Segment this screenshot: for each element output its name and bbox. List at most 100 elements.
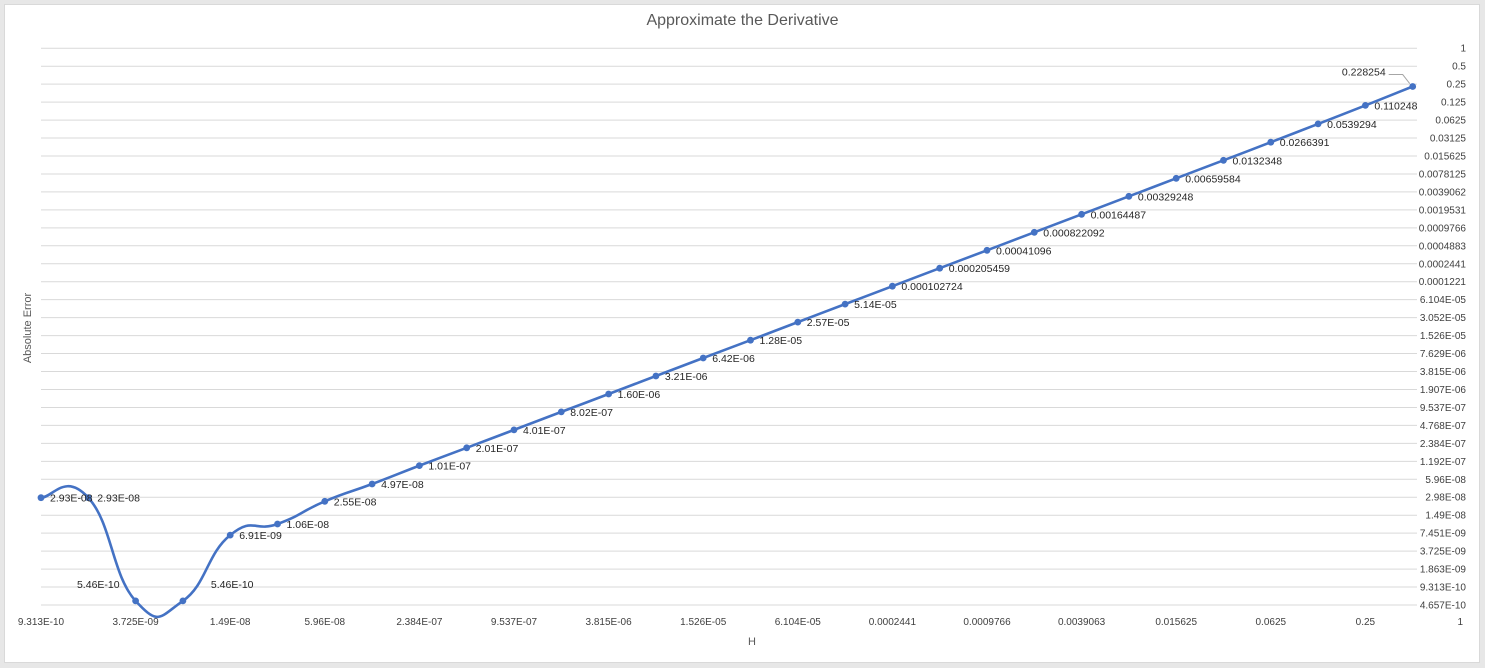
x-tick-label: 5.96E-08 [305, 617, 346, 628]
data-label: 1.06E-08 [287, 519, 330, 531]
x-tick-label: 0.0625 [1256, 617, 1287, 628]
y-tick-label: 0.25 [1447, 80, 1467, 91]
data-label: 0.00659584 [1185, 173, 1241, 185]
data-labels: 2.93E-08 2.93E-08 5.46E-10 5.46E-10 6.91E-09… [50, 67, 1418, 591]
data-point [226, 531, 234, 539]
data-point [557, 408, 565, 416]
x-tick-label: 0.0039063 [1058, 617, 1106, 628]
data-label: 0.00164487 [1091, 209, 1147, 221]
x-tick-label: 0.25 [1356, 617, 1376, 628]
data-label: 1.28E-05 [760, 335, 803, 347]
y-tick-label: 0.0019531 [1419, 205, 1467, 216]
y-tick-label: 4.657E-10 [1420, 601, 1467, 612]
data-label: 0.00329248 [1138, 191, 1194, 203]
data-point [699, 354, 707, 362]
x-tick-label: 0.0002441 [869, 617, 917, 628]
data-point [1267, 138, 1275, 146]
x-tick-label: 1.49E-08 [210, 617, 251, 628]
data-label: 2.01E-07 [476, 443, 519, 455]
x-tick-label: 0.015625 [1155, 617, 1197, 628]
data-label: 3.21E-06 [665, 371, 708, 383]
data-label: 0.228254 [1342, 67, 1386, 79]
y-tick-label: 2.98E-08 [1425, 493, 1466, 504]
y-tick-label: 0.015625 [1424, 152, 1466, 163]
data-label: 0.110248 [1374, 100, 1417, 112]
data-label: 2.55E-08 [334, 496, 377, 508]
x-tick-label: 9.313E-10 [18, 617, 65, 628]
gridlines [41, 47, 1417, 606]
data-point [889, 282, 896, 290]
y-tick-label: 1.192E-07 [1420, 457, 1467, 468]
data-label: 2.93E-08 [97, 493, 140, 505]
data-label: 0.000205459 [949, 263, 1010, 275]
data-point [463, 444, 471, 452]
x-tick-label: 0.0009766 [963, 617, 1011, 628]
data-point [84, 494, 92, 502]
data-point [794, 318, 802, 326]
data-point [321, 497, 329, 505]
y-tick-label: 0.0078125 [1419, 169, 1467, 180]
data-label: 1.60E-06 [618, 389, 661, 401]
data-label: 1.01E-07 [428, 461, 471, 473]
y-tick-label: 7.629E-06 [1420, 349, 1467, 360]
chart-title: Approximate the Derivative [646, 12, 839, 29]
data-label: 0.0132348 [1233, 155, 1283, 167]
y-tick-label: 1.49E-08 [1425, 511, 1466, 522]
x-tick-label: 3.725E-09 [113, 617, 160, 628]
data-label: 0.0266391 [1280, 137, 1330, 149]
y-axis-title: Absolute Error [22, 293, 34, 364]
data-label: 5.46E-10 [211, 579, 254, 591]
data-label: 0.000102724 [901, 281, 962, 293]
y-tick-label: 0.0002441 [1419, 259, 1467, 270]
data-label: 2.57E-05 [807, 317, 850, 329]
y-tick-label: 7.451E-09 [1420, 529, 1467, 540]
data-label: 0.00041096 [996, 245, 1052, 257]
y-tick-label: 0.0009766 [1419, 223, 1467, 234]
y-tick-label: 1.907E-06 [1420, 385, 1467, 396]
y-tick-label: 3.725E-09 [1420, 547, 1467, 558]
data-point [1409, 83, 1417, 90]
data-point [368, 480, 376, 488]
x-tick-label: 2.384E-07 [396, 617, 443, 628]
data-point [132, 597, 140, 605]
data-point [1220, 156, 1227, 164]
y-tick-label: 4.768E-07 [1420, 421, 1467, 432]
data-point [1030, 228, 1038, 236]
y-tick-label: 0.125 [1441, 98, 1466, 109]
y-tick-label: 6.104E-05 [1420, 295, 1467, 306]
x-tick-label: 1 [1457, 617, 1463, 628]
data-point [1314, 120, 1322, 128]
x-axis-title: H [748, 636, 756, 648]
y-tick-label: 0.0001221 [1419, 277, 1467, 288]
data-label: 4.97E-08 [381, 479, 424, 491]
data-point [747, 336, 754, 344]
y-tick-label: 9.313E-10 [1420, 583, 1467, 594]
data-label: 6.91E-09 [239, 530, 282, 542]
data-label: 0.0539294 [1327, 119, 1377, 131]
data-point [1362, 102, 1369, 109]
data-point [179, 597, 187, 605]
data-point [274, 520, 281, 528]
y-tick-label: 1.526E-05 [1420, 331, 1467, 342]
y-tick-label: 0.0625 [1435, 116, 1466, 127]
data-points [37, 83, 1417, 605]
data-label-leader [1388, 74, 1411, 84]
y-tick-label: 0.03125 [1430, 134, 1467, 145]
x-tick-label: 9.537E-07 [491, 617, 538, 628]
data-point [37, 494, 45, 502]
y-axis-ticks: 4.657E-10 9.313E-10 1.863E-09 3.725E-09 7.45… [1419, 44, 1467, 612]
data-label: 5.14E-05 [854, 299, 897, 311]
data-point [605, 390, 612, 398]
data-label: 0.000822092 [1043, 227, 1104, 239]
y-tick-label: 5.96E-08 [1425, 475, 1466, 486]
data-label: 5.46E-10 [77, 579, 120, 591]
y-tick-label: 3.052E-05 [1420, 313, 1467, 324]
x-tick-label: 1.526E-05 [680, 617, 727, 628]
data-point [652, 372, 660, 380]
data-label: 2.93E-08 [50, 493, 93, 505]
data-label: 8.02E-07 [570, 407, 613, 419]
y-tick-label: 3.815E-06 [1420, 367, 1467, 378]
data-point [936, 264, 944, 272]
data-label: 6.42E-06 [712, 353, 755, 365]
